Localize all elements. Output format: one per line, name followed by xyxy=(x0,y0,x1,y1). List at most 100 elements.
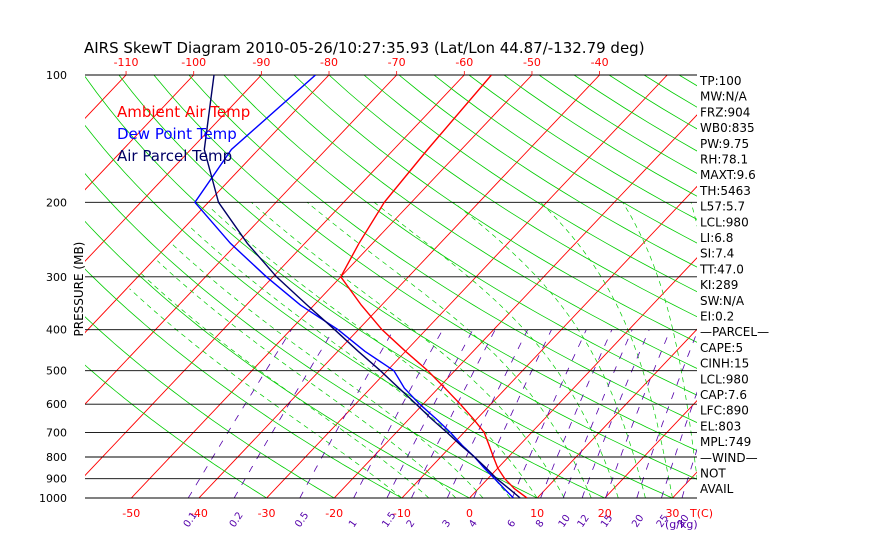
dry-adiabat-line xyxy=(223,75,697,396)
index-entry: WB0:835 xyxy=(700,121,755,135)
dry-adiabat-line xyxy=(85,268,403,498)
top-temp-tick-label: -80 xyxy=(320,56,338,69)
legend: Ambient Air Temp Dew Point Temp Air Parcel… xyxy=(117,103,250,165)
isotherm-line xyxy=(604,400,697,498)
index-entry: MPL:749 xyxy=(700,435,751,449)
moist-adiabat-line xyxy=(251,202,565,498)
mixing-ratio-line xyxy=(540,329,613,498)
index-entry: KI:289 xyxy=(700,278,738,292)
isotherm-line xyxy=(266,75,668,498)
index-entry: MAXT:9.6 xyxy=(700,168,756,182)
mixing-ratio-line xyxy=(473,329,552,498)
isotherm-line xyxy=(130,75,533,498)
index-entry: EI:0.2 xyxy=(700,310,734,324)
temp-unit-label: T(C) xyxy=(689,507,713,520)
mixing-ratio-tick-label: 8 xyxy=(534,518,547,530)
pressure-tick-label: 800 xyxy=(46,451,67,464)
mixing-ratio-unit-label: (g/kg) xyxy=(665,518,698,531)
mixing-ratio-tick-label: 1 xyxy=(347,518,360,530)
index-entry: RH:78.1 xyxy=(700,153,748,167)
mixing-ratio-tick-label: 2 xyxy=(405,518,418,530)
bottom-temp-tick-label: 20 xyxy=(598,507,612,520)
top-temp-tick-label: -40 xyxy=(591,56,609,69)
dry-adiabat-line xyxy=(538,75,697,174)
top-temp-tick-label: -50 xyxy=(523,56,541,69)
top-temp-tick-label: -60 xyxy=(455,56,473,69)
dry-adiabat-line xyxy=(85,316,335,498)
mixing-ratio-line xyxy=(636,331,697,498)
pressure-tick-label: 900 xyxy=(46,473,67,486)
top-temp-tick-label: -70 xyxy=(388,56,406,69)
index-entry: EL:803 xyxy=(700,419,741,433)
dry-adiabat-line xyxy=(328,75,697,318)
isotherm-line xyxy=(85,75,195,191)
dry-adiabat-line xyxy=(750,56,870,507)
moist-adiabat-line xyxy=(129,288,403,498)
moist-adiabat-line xyxy=(373,202,619,498)
index-entry: L57:5.7 xyxy=(700,200,745,214)
moist-adiabat-line xyxy=(209,206,538,498)
index-entry: LCL:980 xyxy=(700,372,749,386)
isotherm-line xyxy=(401,185,697,498)
dry-adiabat-line xyxy=(118,75,697,480)
pressure-tick-label: 600 xyxy=(46,398,67,411)
pressure-tick-label: 100 xyxy=(46,69,67,82)
pressure-tick-label: 700 xyxy=(46,426,67,439)
mixing-ratio-tick-label: 20 xyxy=(630,513,646,530)
dry-adiabat-line xyxy=(258,75,697,369)
mixing-ratio-tick-label: 3 xyxy=(441,518,454,530)
bottom-temp-tick-label: -10 xyxy=(393,507,411,520)
bottom-temp-tick-label: -40 xyxy=(190,507,208,520)
index-entry: SW:N/A xyxy=(700,294,745,308)
index-entry: CAPE:5 xyxy=(700,341,743,355)
index-entry: SI:7.4 xyxy=(700,247,734,261)
index-entry: MW:N/A xyxy=(700,90,748,104)
dry-adiabat-line xyxy=(363,75,697,293)
index-entry: FRZ:904 xyxy=(700,105,750,119)
isotherm-line xyxy=(333,114,697,498)
bottom-temp-tick-label: 30 xyxy=(665,507,679,520)
axes: 100 200 300 400 500 600 700 800 900 1000 PRESSURE … xyxy=(39,56,713,531)
isotherm-line xyxy=(85,75,262,262)
index-entry: NOT xyxy=(700,467,726,481)
index-entry: TH:5463 xyxy=(699,184,751,198)
top-temp-tick-label: -100 xyxy=(181,56,206,69)
pressure-tick-label: 1000 xyxy=(39,492,67,505)
moist-adiabat-line xyxy=(171,243,484,498)
pressure-tick-label: 400 xyxy=(46,324,67,337)
index-entry: AVAIL xyxy=(700,482,734,496)
dry-adiabat-line xyxy=(678,75,697,87)
mixing-ratio-tick-label: 10 xyxy=(557,513,573,530)
index-entry: —WIND— xyxy=(700,451,758,465)
moist-adiabat-line xyxy=(622,202,697,481)
index-entry: CAP:7.6 xyxy=(700,388,747,402)
pressure-tick-label: 200 xyxy=(46,196,67,209)
mixing-ratio-tick-label: 12 xyxy=(576,513,592,530)
mixing-ratio-line xyxy=(233,329,334,498)
bottom-temp-tick-label: 10 xyxy=(530,507,544,520)
index-entry: TT:47.0 xyxy=(699,262,744,276)
index-entry: —PARCEL— xyxy=(700,325,769,339)
legend-entry: Air Parcel Temp xyxy=(117,147,232,165)
legend-entry: Dew Point Temp xyxy=(117,125,237,143)
pressure-tick-label: 300 xyxy=(46,271,67,284)
bottom-temp-tick-label: -30 xyxy=(258,507,276,520)
dry-adiabat-line xyxy=(85,220,471,498)
bottom-temp-tick-label: -20 xyxy=(325,507,343,520)
isotherm-line xyxy=(536,328,697,498)
bottom-temp-tick-label: -50 xyxy=(122,507,140,520)
series-line-1 xyxy=(339,75,528,498)
moist-adiabat-line xyxy=(540,202,673,498)
y-axis-label: PRESSURE (MB) xyxy=(72,242,86,337)
mixing-ratio-line xyxy=(562,329,633,498)
moist-adiabat-line xyxy=(141,273,430,498)
isobars xyxy=(85,74,697,499)
pressure-tick-label: 500 xyxy=(46,365,67,378)
isotherm-line xyxy=(671,471,697,498)
dry-adiabat-line xyxy=(85,364,268,498)
dry-adiabat-line xyxy=(153,75,697,451)
top-temp-tick-label: -90 xyxy=(252,56,270,69)
series-line-3 xyxy=(203,75,521,498)
isotherm-line xyxy=(85,75,465,477)
